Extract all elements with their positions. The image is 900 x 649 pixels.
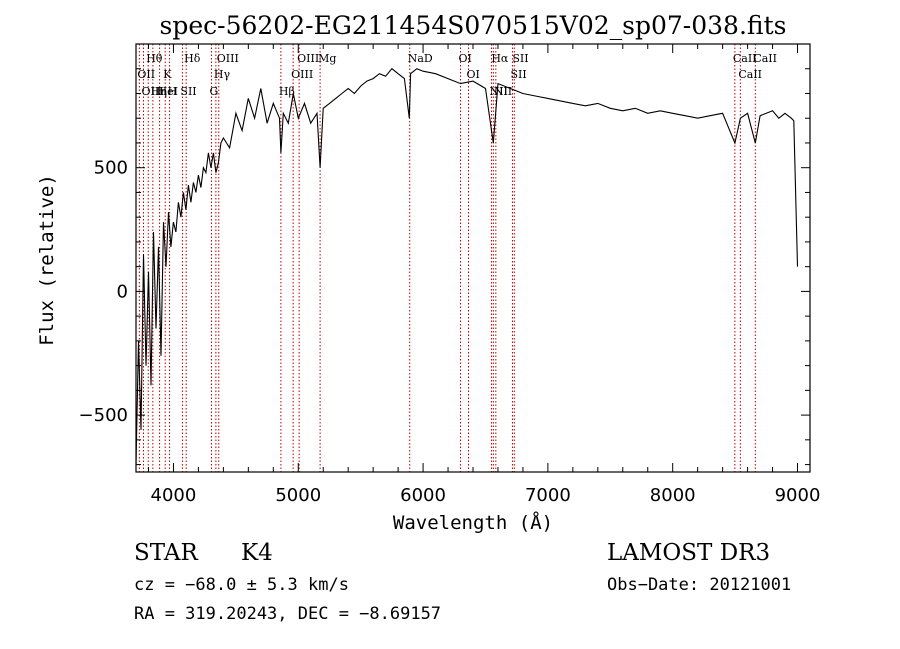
spectral-line-label: K bbox=[163, 68, 172, 81]
spectral-line-label: Hη bbox=[151, 85, 167, 98]
spectral-line-label: OI bbox=[467, 68, 480, 81]
spectral-lines-layer bbox=[138, 44, 756, 472]
y-axis-ticks: −500 0 500 bbox=[79, 43, 810, 466]
spectral-line-label: NaD bbox=[408, 52, 433, 65]
y-tick-label: −500 bbox=[79, 405, 128, 426]
object-subclass: K4 bbox=[241, 540, 273, 566]
spectral-line-label: OIII bbox=[297, 52, 319, 65]
spectral-line-label: SII bbox=[180, 85, 196, 98]
x-tick-label: 6000 bbox=[400, 485, 446, 506]
spectral-line-label: CaII bbox=[753, 52, 777, 65]
x-tick-label: 7000 bbox=[525, 485, 571, 506]
survey-name: LAMOST DR3 bbox=[607, 540, 770, 566]
object-class: STAR bbox=[134, 540, 198, 566]
x-tick-label: 4000 bbox=[151, 485, 197, 506]
spectral-line-label: SII bbox=[510, 68, 526, 81]
coordinates-text: RA = 319.20243, DEC = −8.69157 bbox=[134, 604, 441, 624]
x-axis-ticks: 4000 5000 6000 7000 8000 9000 bbox=[147, 44, 821, 506]
spectral-line-label: Hδ bbox=[184, 52, 201, 65]
y-tick-label: 500 bbox=[94, 158, 128, 179]
x-tick-label: 9000 bbox=[775, 485, 821, 506]
spectral-line-label: SII bbox=[512, 52, 528, 65]
spectral-line-label: CaII bbox=[738, 68, 762, 81]
y-tick-label: 0 bbox=[117, 281, 128, 302]
spectral-line-label: Mg bbox=[318, 52, 336, 65]
spectrum-line bbox=[135, 67, 799, 465]
obs-date-text: Obs−Date: 20121001 bbox=[607, 575, 791, 595]
spectral-line-label: H bbox=[168, 85, 178, 98]
spectral-line-label: OII bbox=[137, 68, 155, 81]
x-axis-label: Wavelength (Å) bbox=[393, 511, 553, 534]
y-axis-label: Flux (relative) bbox=[36, 174, 58, 346]
plot-frame bbox=[135, 43, 811, 473]
spectral-line-label: OIII bbox=[217, 52, 239, 65]
redshift-text: cz = −68.0 ± 5.3 km/s bbox=[134, 575, 349, 595]
spectral-line-label: OI bbox=[459, 52, 472, 65]
spectral-line-label: HeI bbox=[158, 85, 178, 98]
spectral-line-label: Hα bbox=[491, 52, 509, 65]
chart-title: spec-56202-EG211454S070515V02_sp07-038.f… bbox=[160, 11, 787, 40]
spectral-line-label: Hγ bbox=[214, 68, 231, 81]
spectral-line-label: NII bbox=[489, 85, 507, 98]
spectral-line-labels-layer: HθOIIOIIIKHeIHηHδSIIHOIIIHγGOIIIOIIIHβMg… bbox=[137, 52, 777, 98]
x-tick-label: 8000 bbox=[650, 485, 696, 506]
spectral-line-label: OIII bbox=[291, 68, 313, 81]
spectral-line-label: CaII bbox=[733, 52, 757, 65]
spectral-line-label: G bbox=[210, 85, 219, 98]
spectral-line-label: OIII bbox=[141, 85, 163, 98]
spectral-line-label: Hβ bbox=[279, 85, 295, 98]
spectral-line-label: NII bbox=[494, 85, 512, 98]
x-tick-label: 5000 bbox=[275, 485, 321, 506]
spectral-line-label: Hθ bbox=[146, 52, 163, 65]
